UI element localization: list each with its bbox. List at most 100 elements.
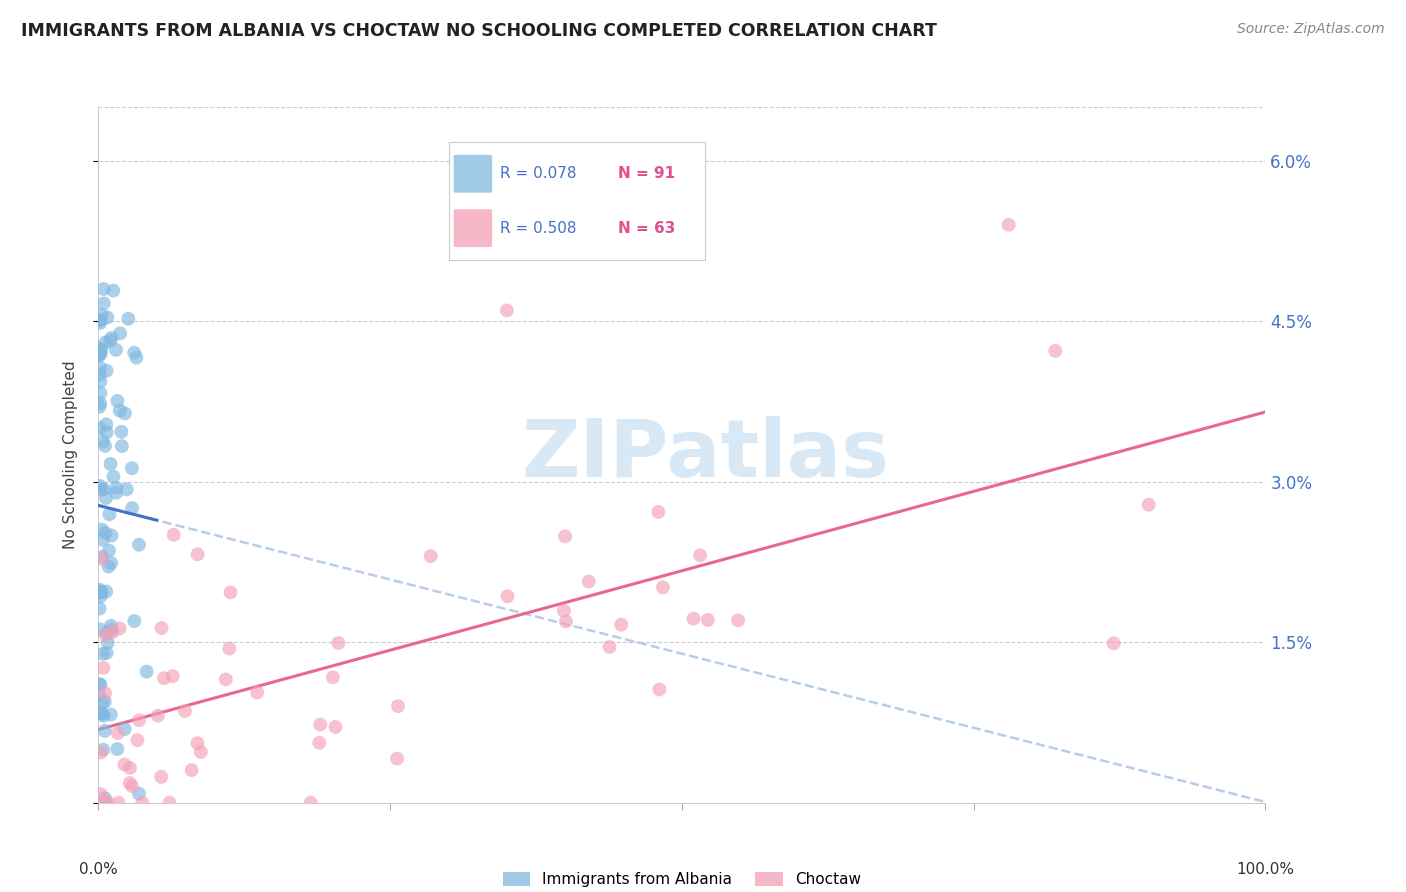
- Point: [299, 796, 322, 810]
- Point: [727, 613, 749, 627]
- FancyBboxPatch shape: [454, 210, 492, 247]
- Point: [186, 736, 208, 750]
- Point: [153, 671, 176, 685]
- Legend: Immigrants from Albania, Choctaw: Immigrants from Albania, Choctaw: [496, 866, 868, 892]
- Point: [89, 375, 111, 389]
- Point: [554, 529, 576, 543]
- Point: [114, 757, 136, 772]
- Point: [696, 613, 718, 627]
- FancyBboxPatch shape: [454, 155, 492, 193]
- Point: [101, 623, 124, 637]
- Point: [125, 351, 148, 365]
- Point: [91, 742, 114, 756]
- Point: [1137, 498, 1160, 512]
- Point: [121, 501, 143, 516]
- Point: [89, 386, 111, 401]
- Point: [419, 549, 441, 563]
- Point: [131, 796, 153, 810]
- Text: R = 0.508: R = 0.508: [501, 220, 576, 235]
- Point: [91, 533, 114, 547]
- Point: [97, 796, 120, 810]
- Point: [103, 284, 125, 298]
- Point: [150, 621, 173, 635]
- Point: [94, 439, 117, 453]
- Point: [105, 485, 128, 500]
- Point: [96, 584, 118, 599]
- Point: [118, 761, 141, 775]
- Point: [108, 326, 131, 341]
- Point: [89, 586, 111, 600]
- Point: [124, 614, 146, 628]
- Point: [101, 625, 124, 640]
- Point: [246, 685, 269, 699]
- Point: [150, 770, 173, 784]
- Point: [107, 393, 129, 408]
- Point: [94, 335, 117, 350]
- Point: [122, 345, 145, 359]
- Point: [496, 303, 519, 318]
- Point: [89, 421, 111, 435]
- Point: [90, 523, 112, 537]
- Text: Source: ZipAtlas.com: Source: ZipAtlas.com: [1237, 22, 1385, 37]
- Point: [89, 601, 111, 615]
- Point: [90, 483, 112, 497]
- Point: [90, 551, 112, 566]
- Point: [89, 313, 111, 327]
- Point: [997, 218, 1019, 232]
- Point: [180, 763, 202, 777]
- Point: [308, 736, 330, 750]
- Point: [91, 434, 114, 449]
- Point: [91, 647, 114, 661]
- Point: [121, 461, 143, 475]
- Point: [190, 745, 212, 759]
- Point: [98, 543, 121, 558]
- Point: [219, 585, 242, 599]
- Point: [110, 425, 132, 439]
- Point: [103, 469, 125, 483]
- Point: [162, 669, 184, 683]
- Point: [100, 528, 122, 542]
- Point: [100, 556, 122, 570]
- Point: [108, 622, 131, 636]
- Text: ZIPatlas: ZIPatlas: [522, 416, 890, 494]
- Point: [98, 334, 121, 348]
- Point: [97, 635, 120, 649]
- Point: [89, 479, 111, 493]
- Point: [174, 704, 197, 718]
- Point: [90, 549, 112, 564]
- Point: [89, 360, 111, 375]
- Point: [89, 368, 111, 382]
- Point: [89, 678, 111, 692]
- Point: [163, 527, 186, 541]
- Point: [121, 779, 143, 793]
- Point: [135, 665, 157, 679]
- Point: [100, 707, 122, 722]
- Point: [96, 425, 118, 440]
- Point: [96, 417, 118, 432]
- Point: [218, 641, 240, 656]
- Point: [128, 713, 150, 727]
- Point: [93, 796, 115, 810]
- Point: [89, 582, 111, 597]
- Point: [100, 331, 122, 345]
- Point: [114, 722, 136, 736]
- Point: [127, 733, 149, 747]
- Point: [94, 686, 117, 700]
- Point: [89, 347, 111, 361]
- Point: [89, 348, 111, 362]
- Point: [89, 706, 111, 720]
- Point: [578, 574, 600, 589]
- Text: N = 63: N = 63: [619, 220, 675, 235]
- Text: IMMIGRANTS FROM ALBANIA VS CHOCTAW NO SCHOOLING COMPLETED CORRELATION CHART: IMMIGRANTS FROM ALBANIA VS CHOCTAW NO SC…: [21, 22, 936, 40]
- Point: [322, 670, 344, 684]
- Point: [107, 726, 129, 740]
- Point: [187, 547, 209, 561]
- Point: [94, 791, 117, 805]
- Point: [93, 482, 115, 496]
- Text: 0.0%: 0.0%: [79, 862, 118, 877]
- Point: [91, 706, 114, 721]
- Point: [107, 796, 129, 810]
- Point: [90, 343, 112, 357]
- Point: [93, 661, 115, 675]
- Point: [387, 699, 409, 714]
